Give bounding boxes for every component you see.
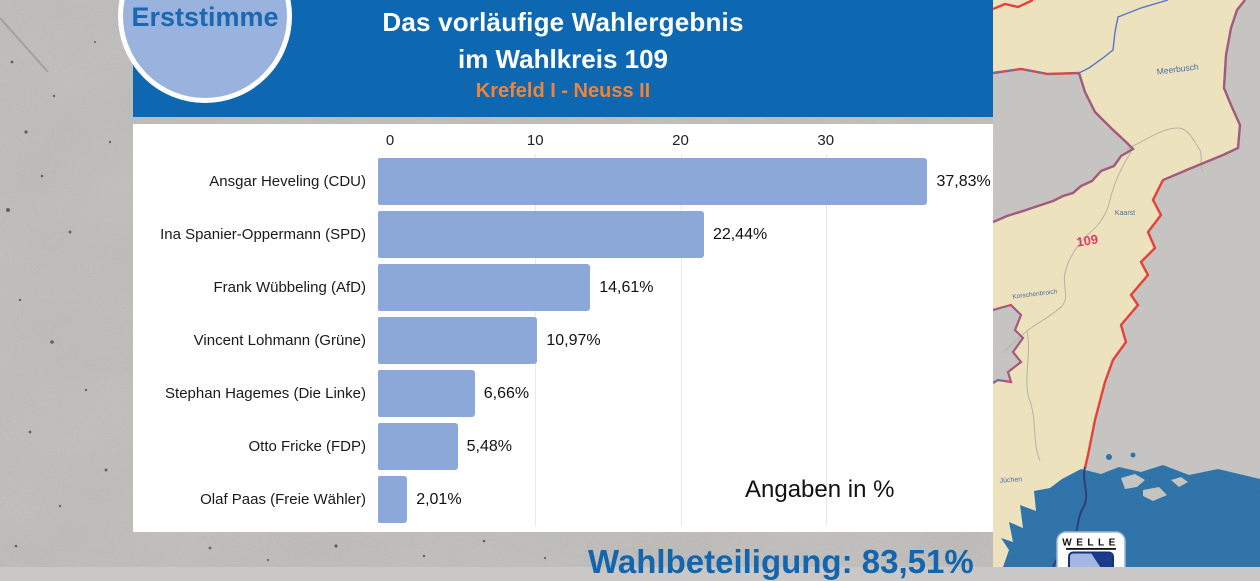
bar-row: Frank Wübbeling (AfD) 14,61%: [133, 261, 993, 314]
x-tick: 30: [817, 132, 835, 149]
bar-zone: 14,61%: [378, 264, 959, 311]
bar-zone: 2,01%: [378, 476, 959, 523]
value-label: 10,97%: [546, 331, 601, 349]
value-label: 6,66%: [483, 384, 530, 402]
units-note: Angaben in %: [745, 476, 895, 503]
bar-row: Ina Spanier-Oppermann (SPD) 22,44%: [133, 208, 993, 261]
result-bar: [378, 264, 591, 311]
result-bar: [378, 211, 704, 258]
bar-row: Olaf Paas (Freie Wähler) 2,01%: [133, 473, 993, 526]
bar-row: Ansgar Heveling (CDU) 37,83%: [133, 155, 993, 208]
candidate-label: Vincent Lohmann (Grüne): [193, 332, 366, 349]
bar-row: Vincent Lohmann (Grüne) 10,97%: [133, 314, 993, 367]
candidate-label: Ansgar Heveling (CDU): [209, 173, 366, 190]
x-tick: 20: [672, 132, 689, 149]
map-texture: [993, 0, 1260, 567]
bar-row: Stephan Hagemes (Die Linke) 6,66%: [133, 367, 993, 420]
concrete-speckles: [6, 41, 547, 562]
chart-panel: 0 10 20 30 Ansgar Heveling (CDU) 37,83% Ina S…: [133, 124, 993, 532]
result-bar: [378, 158, 928, 205]
candidate-label: Stephan Hagemes (Die Linke): [165, 385, 366, 402]
candidate-label: Ina Spanier-Oppermann (SPD): [160, 226, 366, 243]
gridline: [680, 154, 682, 526]
candidate-label: Olaf Paas (Freie Wähler): [200, 491, 366, 508]
result-bar: [378, 317, 538, 364]
value-label: 14,61%: [599, 278, 654, 296]
candidate-label: Otto Fricke (FDP): [248, 438, 366, 455]
bar-zone: 10,97%: [378, 317, 959, 364]
map-label-juechen: Jüchen: [999, 476, 1022, 485]
value-label: 37,83%: [936, 172, 991, 190]
bar-row: Otto Fricke (FDP) 5,48%: [133, 420, 993, 473]
map-label-kaarst: Kaarst: [1115, 210, 1135, 217]
concrete-scratch: [0, 17, 49, 73]
subtitle-district-name: Krefeld I - Neuss II: [475, 80, 651, 102]
turnout-text: Wahlbeteiligung: 83,51%: [588, 543, 974, 580]
value-label: 22,44%: [712, 225, 768, 243]
title-line2: im Wahlkreis 109: [457, 44, 669, 74]
badge-label: Erststimme: [131, 1, 279, 32]
bar-zone: 22,44%: [378, 211, 959, 258]
bar-zone: 37,83%: [378, 158, 991, 205]
title-line1: Das vorläufige Wahlergebnis: [382, 7, 744, 37]
x-tick: 10: [526, 132, 544, 149]
candidate-label: Frank Wübbeling (AfD): [213, 279, 366, 296]
result-bar: [378, 423, 458, 470]
district-map: Meerbusch Kaarst 109 Korschenbroich Jüch…: [993, 0, 1260, 567]
map-label-district-number: 109: [1075, 231, 1099, 249]
welle-logo: WELLE: [1056, 531, 1126, 567]
gridline: [825, 154, 827, 526]
welle-logo-text: WELLE: [1062, 538, 1120, 549]
bar-rows: Ansgar Heveling (CDU) 37,83% Ina Spanier-O…: [133, 155, 993, 526]
result-bar: [378, 476, 408, 523]
x-axis: 0 10 20 30: [386, 132, 971, 154]
bar-zone: 6,66%: [378, 370, 959, 417]
value-label: 2,01%: [416, 490, 462, 508]
bar-zone: 5,48%: [378, 423, 959, 470]
x-tick: 0: [385, 132, 395, 149]
result-bar: [378, 370, 475, 417]
value-label: 5,48%: [466, 437, 512, 455]
